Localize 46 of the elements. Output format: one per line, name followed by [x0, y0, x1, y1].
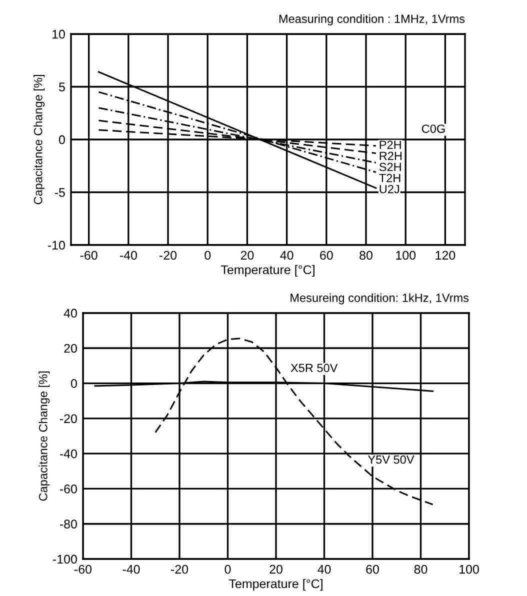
x-tick-label: 40 — [318, 564, 331, 574]
x-tick-label: -20 — [160, 250, 177, 260]
x-tick-label: 100 — [460, 564, 479, 574]
series-label: T2H — [379, 174, 400, 182]
y-tick-label: 40 — [64, 308, 77, 318]
y-tick-label: -5 — [54, 188, 65, 197]
x-tick-label: 100 — [396, 250, 416, 260]
annotation: C0G — [422, 124, 445, 133]
series-label: P2H — [380, 140, 401, 149]
series-label: S2H — [379, 162, 401, 172]
x-axis-title: Temperature [°C] — [228, 578, 322, 591]
x-tick-label: 20 — [240, 250, 254, 260]
x-tick-label: -20 — [171, 564, 188, 574]
x-tick-label: -40 — [122, 564, 140, 574]
x-tick-label: -60 — [74, 564, 92, 574]
x-axis-title: Temperature [°C] — [220, 264, 314, 277]
x-tick-label: 120 — [436, 250, 456, 260]
series-label: U2J — [380, 184, 399, 194]
y-tick-label: -40 — [60, 449, 77, 458]
y-tick-label: -80 — [60, 520, 77, 529]
y-tick-label: -20 — [60, 414, 77, 424]
x-tick-label: 60 — [320, 250, 333, 260]
y-tick-label: 0 — [58, 135, 65, 144]
x-tick-label: 40 — [280, 250, 294, 260]
x-tick-label: 0 — [224, 564, 231, 574]
y-tick-label: -60 — [60, 484, 77, 494]
x-tick-label: -60 — [80, 250, 98, 260]
y-axis-title: Capacitance Change [%] — [38, 372, 50, 501]
chart-title: Mesureing condition: 1kHz, 1Vrms — [290, 293, 469, 304]
y-tick-label: 20 — [64, 344, 77, 353]
y-tick-label: 10 — [52, 30, 65, 39]
x-tick-label: -40 — [120, 250, 137, 260]
x-tick-label: 80 — [360, 250, 372, 260]
x-tick-label: 60 — [366, 564, 379, 574]
series-label: X5R 50V — [290, 364, 338, 372]
series-label: R2H — [380, 152, 402, 160]
x-tick-label: 0 — [204, 250, 211, 260]
chart-title: Measuring condition : 1MHz, 1Vrms — [279, 14, 465, 26]
x-tick-label: 80 — [414, 564, 428, 574]
series-label: Y5V 50V — [368, 455, 414, 464]
y-tick-label: -100 — [52, 554, 77, 564]
y-tick-label: 5 — [58, 82, 65, 92]
y-axis-title: Capacitance Change [%] — [34, 75, 45, 204]
x-tick-label: 20 — [270, 564, 282, 574]
y-tick-label: 0 — [70, 379, 77, 388]
y-tick-label: -10 — [48, 240, 65, 250]
